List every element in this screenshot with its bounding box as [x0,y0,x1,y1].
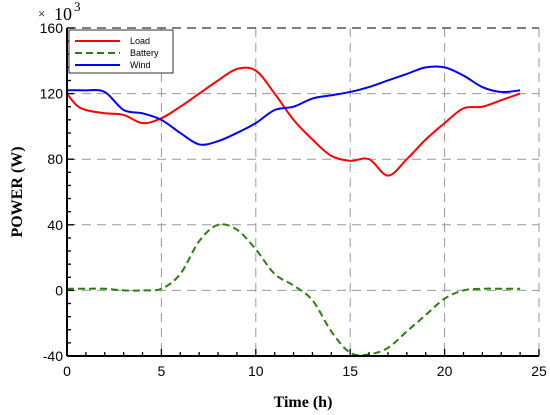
legend: Load Battery Wind [68,29,174,74]
y-multiplier: × 10 3 [38,0,81,24]
legend-label-load: Load [130,36,150,46]
series-wind-line [66,65,521,146]
series-load-line [66,66,521,177]
y-tick-label: 120 [40,86,64,102]
x-tick-label: 0 [63,363,71,379]
y-tick-label: 160 [40,20,64,36]
plot-background [67,28,539,356]
y-multiplier-exponent: 3 [74,0,81,14]
y-tick-label: 40 [47,217,63,233]
series-layer [66,65,521,357]
axes [66,27,540,357]
x-tick-label: 15 [342,363,358,379]
legend-label-battery: Battery [130,48,159,58]
x-tick-label: 10 [248,363,264,379]
x-tick-label: 5 [158,363,166,379]
y-tick-label: 0 [55,282,63,298]
y-multiplier-base: 10 [54,4,72,24]
y-axis-label: POWER (W) [9,146,26,237]
y-multiplier-symbol: × [38,6,45,21]
y-tick-label: -40 [43,348,63,364]
x-tick-label: 20 [437,363,453,379]
x-axis-label: Time (h) [274,394,333,411]
legend-label-wind: Wind [130,60,151,70]
series-battery-line [66,223,521,357]
y-tick-label: 80 [47,151,63,167]
x-tick-label: 25 [531,363,547,379]
